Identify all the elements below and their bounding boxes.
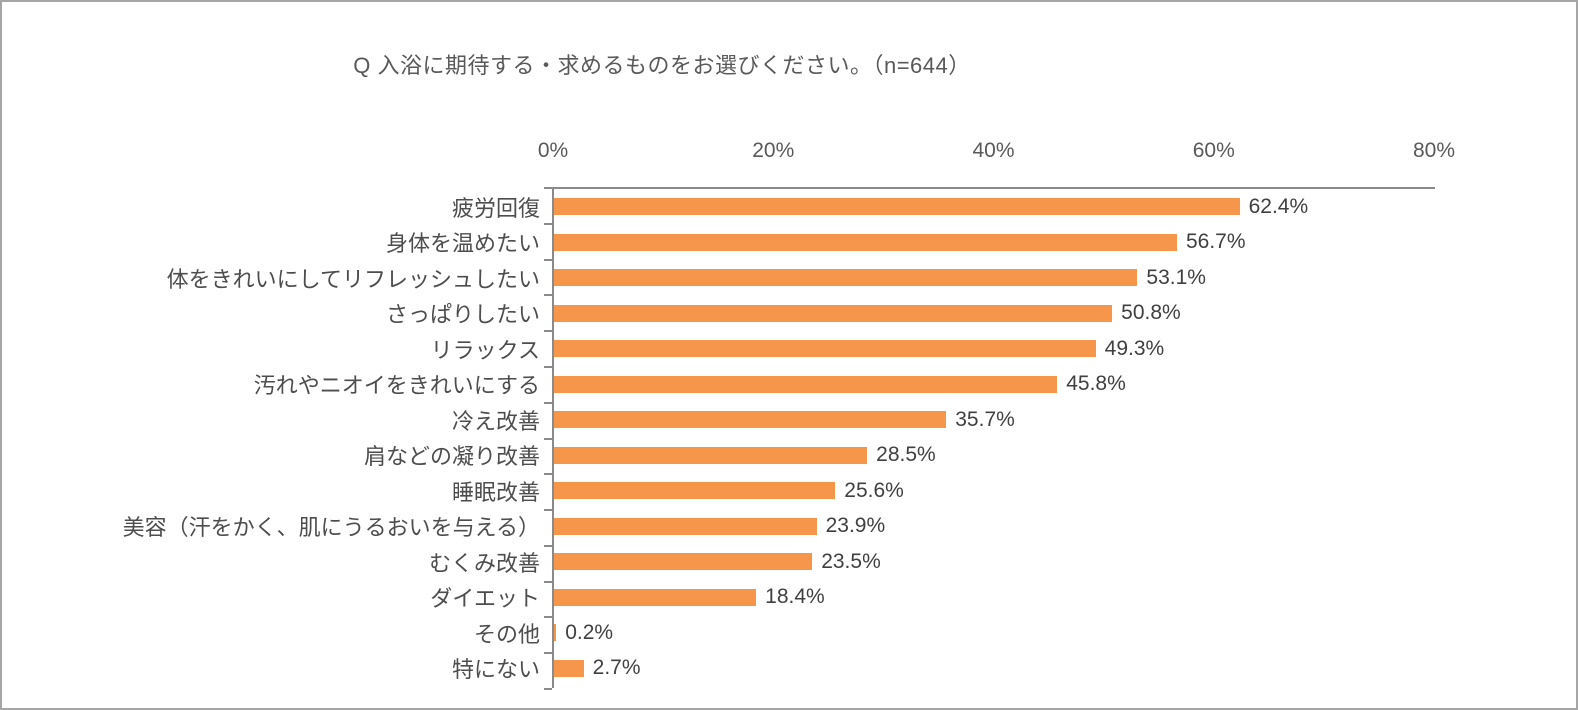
bar-value-label: 35.7% xyxy=(955,407,1015,431)
y-axis-tick xyxy=(544,580,552,583)
y-axis-tick xyxy=(544,652,552,655)
bar-value-label: 28.5% xyxy=(876,443,936,467)
bar xyxy=(554,411,947,429)
bar-row: 50.8% xyxy=(554,296,1433,332)
category-label: その他 xyxy=(473,621,540,647)
bar xyxy=(554,446,868,464)
bar xyxy=(554,304,1113,322)
chart-title: Q 入浴に期待する・求めるものをお選びください。（n=644） xyxy=(353,53,971,78)
bar-row: 56.7% xyxy=(554,225,1433,261)
category-labels: 疲労回復身体を温めたい体をきれいにしてリフレッシュしたいさっぱりしたいリラックス… xyxy=(62,189,540,686)
y-axis-tick xyxy=(544,294,552,297)
bar-value-label: 25.6% xyxy=(844,478,904,502)
category-label: ダイエット xyxy=(430,586,540,612)
bar xyxy=(554,340,1096,358)
y-axis-tick xyxy=(544,688,552,690)
bar xyxy=(554,517,817,535)
y-axis-tick xyxy=(544,544,552,547)
bar-row: 0.2% xyxy=(554,615,1433,651)
bar xyxy=(554,588,757,606)
bar-value-label: 0.2% xyxy=(565,620,614,644)
y-axis-tick xyxy=(544,509,552,512)
bar-plot-area: 62.4% 56.7% 53.1% 50.8% 49.3% 45.8% 35.7% 28.5%… xyxy=(554,189,1433,686)
category-label: 美容（汗をかく、肌にうるおいを与える） xyxy=(122,515,540,541)
bar-row: 53.1% xyxy=(554,260,1433,296)
category-label: 疲労回復 xyxy=(451,195,540,221)
category-label: 体をきれいにしてリフレッシュしたい xyxy=(166,266,540,292)
bar xyxy=(554,553,813,571)
bar-row: 35.7% xyxy=(554,402,1433,438)
category-label: さっぱりしたい xyxy=(385,302,540,328)
bar-value-label: 62.4% xyxy=(1248,194,1309,218)
y-axis-tick xyxy=(544,187,552,189)
bar xyxy=(554,375,1058,393)
category-label: 冷え改善 xyxy=(451,408,540,434)
y-axis-line xyxy=(552,187,554,688)
bar xyxy=(554,269,1138,287)
category-label: 肩などの凝り改善 xyxy=(363,444,540,470)
bar-row: 62.4% xyxy=(554,189,1433,225)
bar-value-label: 53.1% xyxy=(1146,265,1206,289)
y-axis-tick xyxy=(544,222,552,225)
bar-row: 23.9% xyxy=(554,509,1433,545)
y-axis-tick xyxy=(544,616,552,619)
bar-row: 25.6% xyxy=(554,473,1433,509)
bar-value-label: 49.3% xyxy=(1104,336,1165,360)
bar-row: 45.8% xyxy=(554,367,1433,403)
y-axis-tick xyxy=(544,437,552,440)
x-axis-tick-label-0: 0% xyxy=(537,139,569,162)
bar xyxy=(554,482,836,500)
category-label: 汚れやニオイをきれいにする xyxy=(253,373,540,399)
bar-value-label: 56.7% xyxy=(1185,230,1246,254)
bar-row: 18.4% xyxy=(554,580,1433,616)
y-axis-tick xyxy=(544,473,552,476)
bar xyxy=(554,659,584,677)
bar xyxy=(554,624,557,642)
bar-row: 49.3% xyxy=(554,331,1433,367)
bar xyxy=(554,198,1240,216)
x-axis-tick-label-80: 80% xyxy=(1412,139,1456,162)
y-axis-tick xyxy=(544,401,552,404)
x-axis-tick-label-60: 60% xyxy=(1192,139,1235,162)
x-axis-labels: 0% 20% 40% 60% 80% xyxy=(538,139,1455,167)
category-label: 睡眠改善 xyxy=(451,479,540,505)
bar-value-label: 2.7% xyxy=(592,656,641,680)
category-label: むくみ改善 xyxy=(429,550,540,576)
bar-value-label: 50.8% xyxy=(1121,301,1181,325)
bar-value-label: 23.5% xyxy=(821,549,881,573)
y-axis-tick xyxy=(544,330,552,333)
bar-row: 28.5% xyxy=(554,438,1433,474)
bar xyxy=(554,233,1177,251)
bar-value-label: 23.9% xyxy=(825,514,886,538)
category-label: リラックス xyxy=(430,337,540,363)
y-axis-tick xyxy=(544,258,552,261)
bar-value-label: 45.8% xyxy=(1066,372,1126,396)
y-axis-tick xyxy=(544,365,552,368)
category-label: 特にない xyxy=(451,657,540,683)
bar-row: 2.7% xyxy=(554,651,1433,687)
bar-row: 23.5% xyxy=(554,544,1433,580)
x-axis-tick-label-20: 20% xyxy=(752,139,795,162)
category-label: 身体を温めたい xyxy=(385,231,540,257)
bar-value-label: 18.4% xyxy=(765,585,825,609)
x-axis-line xyxy=(552,187,1435,189)
x-axis-tick-label-40: 40% xyxy=(972,139,1015,162)
